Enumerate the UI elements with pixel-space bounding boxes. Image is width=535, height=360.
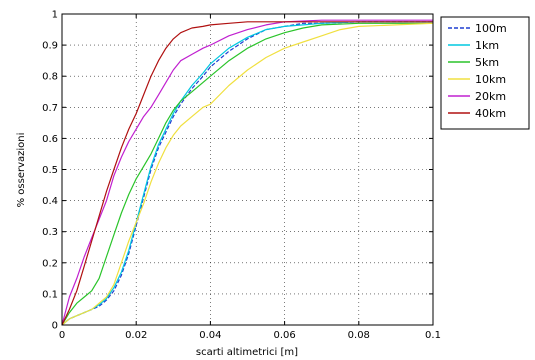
series-line-1km — [61, 21, 433, 326]
x-tick-label: 0 — [59, 330, 65, 341]
legend: 100m 1km 5km 10km 20km 40km — [440, 16, 530, 130]
legend-box — [440, 16, 530, 130]
y-tick-label: 0 — [52, 321, 58, 332]
y-tick-label: 0.8 — [42, 72, 58, 83]
y-tick-label: 0.2 — [42, 258, 58, 269]
x-tick-label: 0.04 — [199, 330, 221, 341]
y-tick-label: 0.7 — [42, 103, 58, 114]
y-tick-label: 0.3 — [42, 227, 58, 238]
x-tick-label: 0.08 — [348, 330, 370, 341]
x-tick-label: 0.06 — [273, 330, 295, 341]
y-axis: 0 0.1 0.2 0.3 0.4 0.5 0.6 0.7 0.8 0.9 1 — [42, 10, 433, 332]
legend-label-20km: 20km — [475, 90, 506, 103]
series-line-5km — [61, 22, 433, 326]
x-tick-label: 0.1 — [425, 330, 441, 341]
y-tick-label: 0.9 — [42, 41, 58, 52]
y-axis-label: % osservazioni — [16, 133, 27, 208]
legend-label-5km: 5km — [475, 56, 499, 69]
y-tick-label: 0.5 — [42, 165, 58, 176]
legend-label-40km: 40km — [475, 107, 506, 120]
x-axis-label: scarti altimetrici [m] — [196, 347, 298, 358]
y-tick-label: 0.1 — [42, 289, 58, 300]
series-line-10km — [61, 22, 434, 326]
series-line-40km — [61, 21, 433, 326]
legend-label-10km: 10km — [475, 73, 506, 86]
y-tick-label: 1 — [52, 10, 58, 21]
series-group — [61, 19, 434, 326]
y-tick-label: 0.6 — [42, 134, 58, 145]
x-axis: 0 0.02 0.04 0.06 0.08 0.1 — [59, 14, 441, 341]
plot-area — [62, 14, 433, 325]
y-tick-label: 0.4 — [42, 196, 58, 207]
x-tick-label: 0.02 — [125, 330, 147, 341]
legend-label-100m: 100m — [475, 22, 507, 35]
legend-label-1km: 1km — [475, 39, 499, 52]
